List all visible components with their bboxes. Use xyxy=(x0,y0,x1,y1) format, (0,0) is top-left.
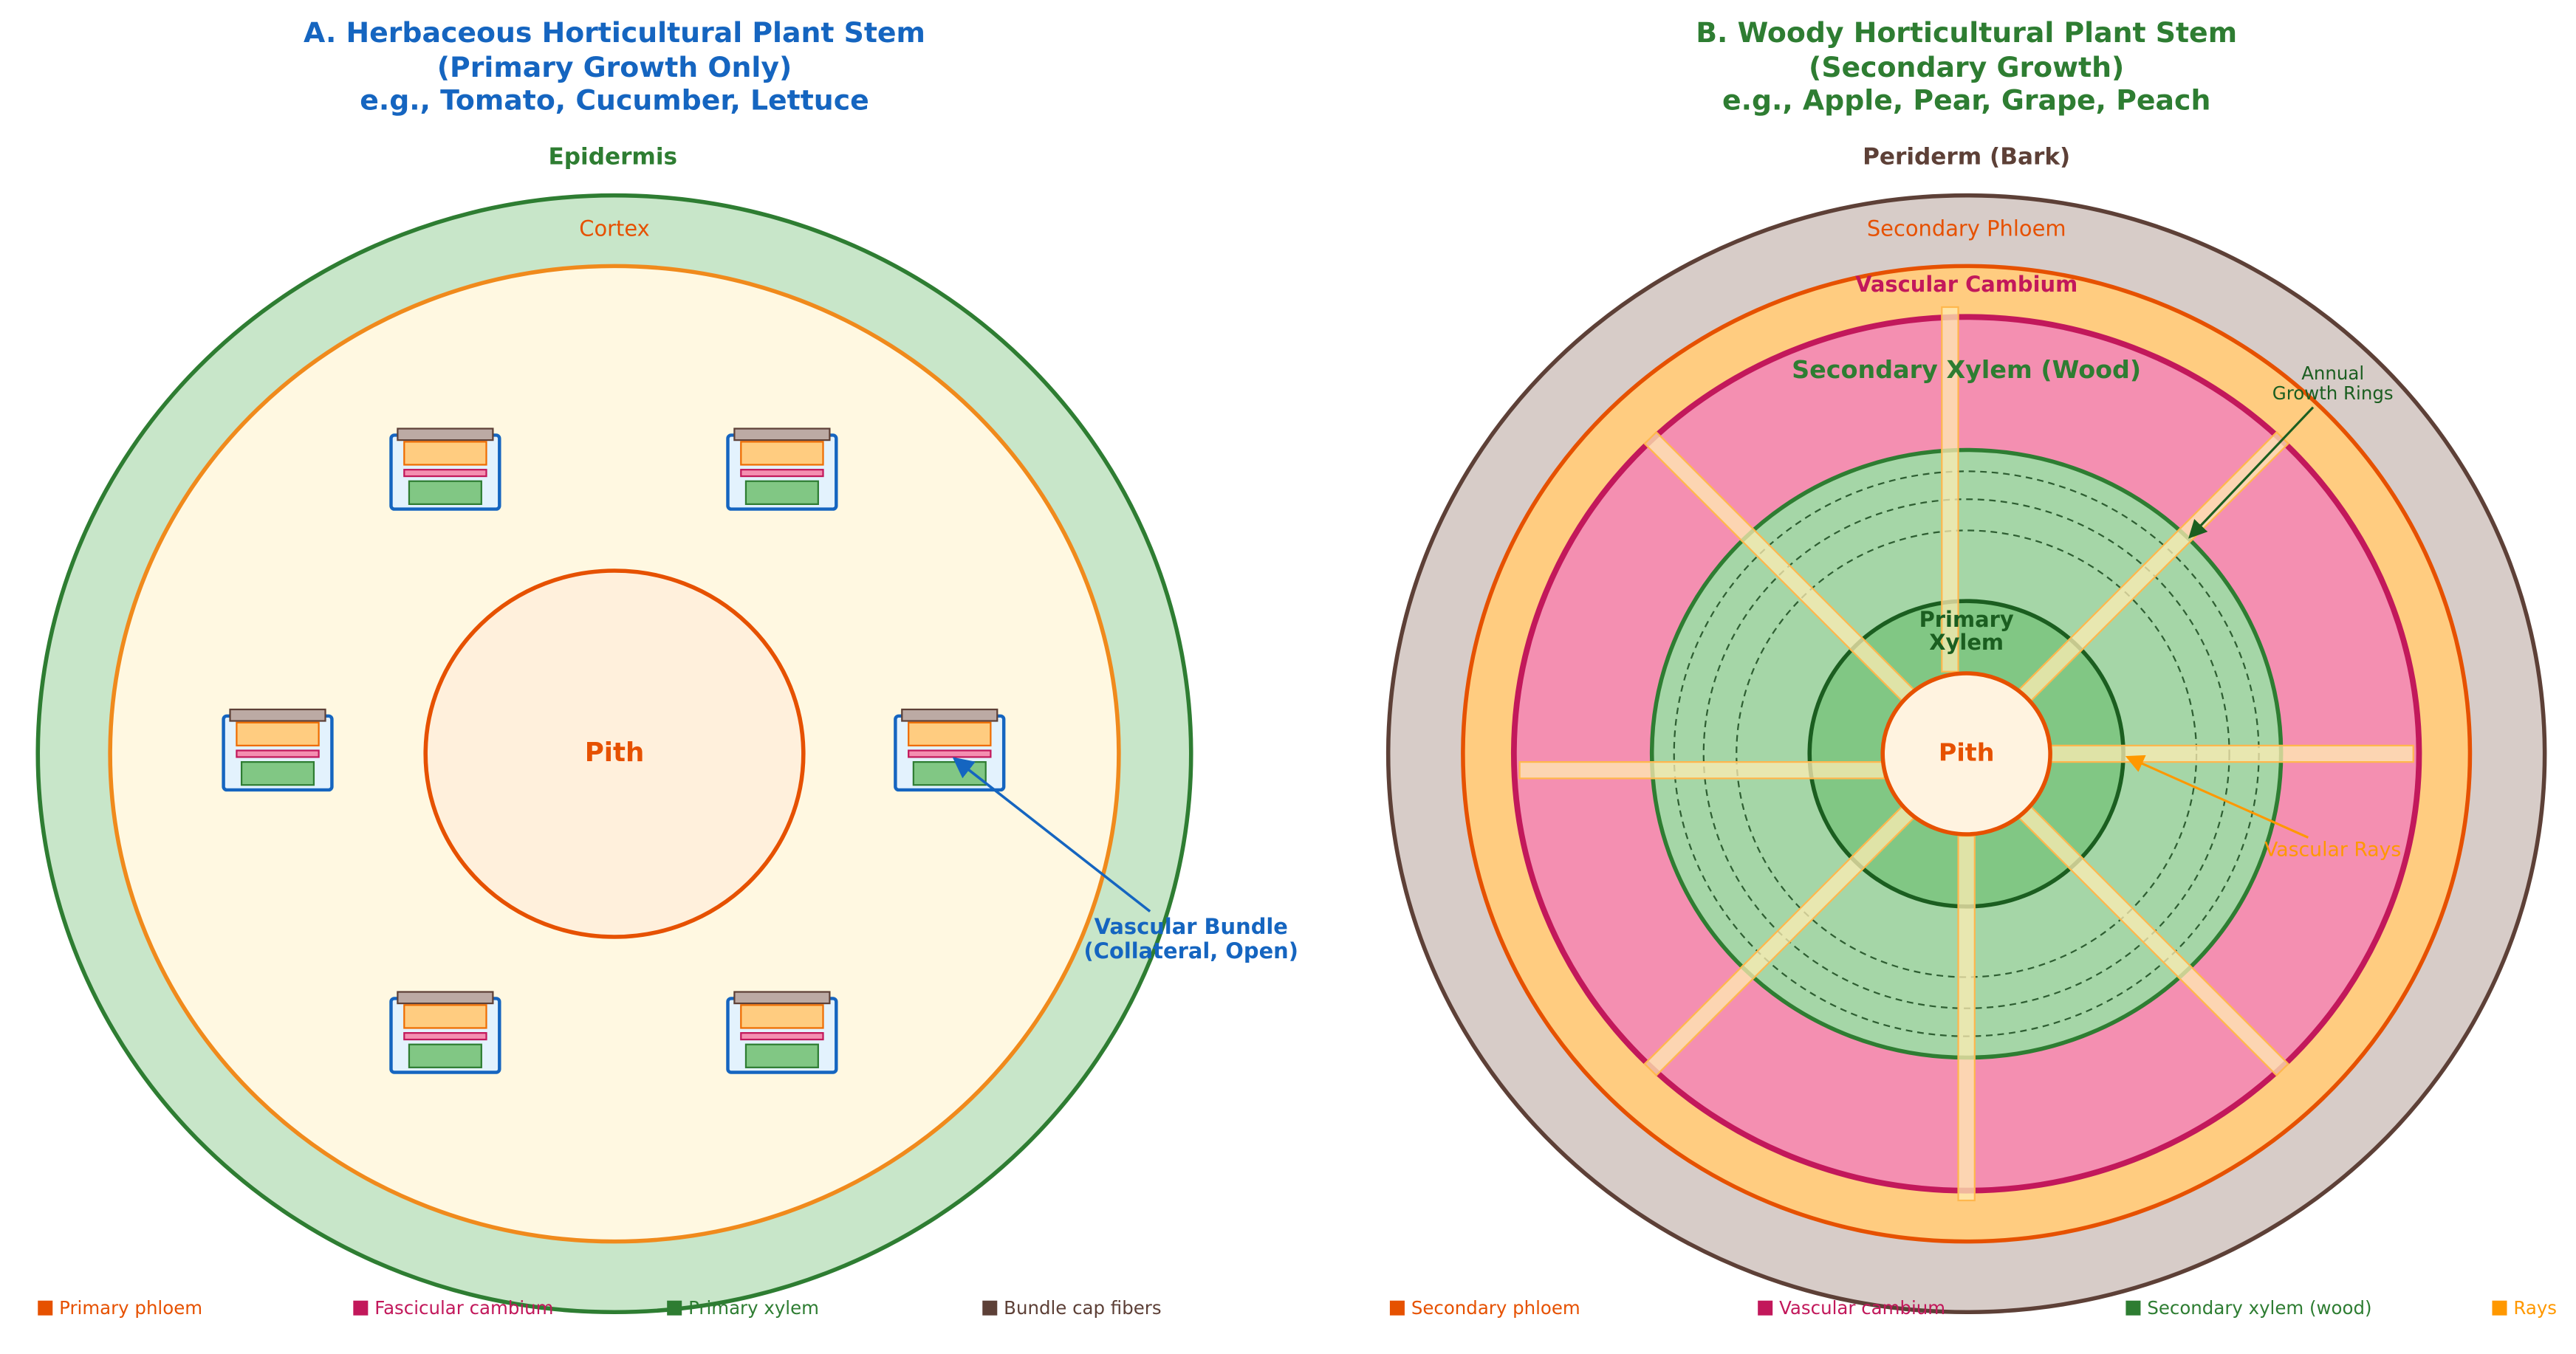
legend-label: Vascular cambium xyxy=(1779,1297,1945,1319)
cambium xyxy=(908,749,992,758)
ray xyxy=(1518,760,1885,780)
xylem xyxy=(240,760,315,786)
legend-label: Secondary xylem (wood) xyxy=(2147,1297,2371,1319)
xylem-label: Secondary Xylem (Wood) xyxy=(1792,355,2141,384)
legend-label: Rays xyxy=(2513,1297,2557,1319)
phloem xyxy=(403,441,487,466)
epidermis-label: Epidermis xyxy=(548,144,677,171)
vascular-bundle xyxy=(389,991,501,1074)
cortex-label: Cortex xyxy=(579,216,649,241)
ray xyxy=(1941,306,1959,673)
legend-swatch xyxy=(1758,1300,1773,1316)
primary-xylem-label: Xylem xyxy=(1929,630,2004,655)
phloem xyxy=(740,441,824,466)
rings-label: Annual xyxy=(2301,362,2364,384)
pith xyxy=(423,568,806,939)
phloem xyxy=(236,721,320,746)
vascular-bundle xyxy=(726,427,838,511)
xylem xyxy=(744,1043,819,1068)
panel-b: B. Woody Horticultural Plant Stem (Secon… xyxy=(1385,16,2547,1315)
cambium-label: Vascular Cambium xyxy=(1855,272,2077,297)
legend-label: Primary xylem xyxy=(688,1297,819,1319)
cap-fibers xyxy=(733,991,831,1005)
xylem xyxy=(408,1043,482,1068)
xylem xyxy=(744,480,819,505)
callout-arrow xyxy=(952,757,1151,913)
rays-arrow xyxy=(2125,755,2309,839)
title-line: e.g., Apple, Pear, Grape, Peach xyxy=(1722,83,2210,116)
phloem xyxy=(403,1004,487,1029)
legend-swatch xyxy=(667,1300,682,1316)
cambium xyxy=(740,469,824,478)
vascular-bundle xyxy=(389,427,501,511)
legend-swatch xyxy=(353,1300,369,1316)
cambium xyxy=(740,1032,824,1041)
periderm-label: Periderm (Bark) xyxy=(1863,144,2070,171)
rings-arrow xyxy=(2188,406,2315,539)
cap-fibers xyxy=(397,427,494,441)
cap-fibers xyxy=(397,991,494,1005)
phloem xyxy=(908,721,992,746)
legend-label: Primary phloem xyxy=(59,1297,202,1319)
title-line: A. Herbaceous Horticultural Plant Stem xyxy=(304,16,925,49)
pith xyxy=(1880,671,2052,836)
legend-swatch xyxy=(2125,1300,2141,1316)
vascular-bundle xyxy=(222,708,334,792)
title-line: B. Woody Horticultural Plant Stem xyxy=(1696,16,2237,49)
xylem xyxy=(408,480,482,505)
legend-swatch xyxy=(38,1300,53,1316)
legend-swatch xyxy=(1389,1300,1405,1316)
legend-label: Secondary phloem xyxy=(1411,1297,1580,1319)
rings-label: Growth Rings xyxy=(2272,382,2394,404)
legend-swatch xyxy=(2492,1300,2507,1316)
cambium xyxy=(403,469,487,478)
vascular-bundle xyxy=(726,991,838,1074)
legend-label: Bundle cap fibers xyxy=(1004,1297,1161,1319)
legend-label: Fascicular cambium xyxy=(374,1297,553,1319)
panel-a: A. Herbaceous Horticultural Plant Stem (… xyxy=(35,16,1298,1315)
legend: Primary phloem Fascicular cambium Primary … xyxy=(38,1297,2557,1319)
cap-fibers xyxy=(229,708,326,722)
title-line: e.g., Tomato, Cucumber, Lettuce xyxy=(360,83,869,116)
phloem-label: Secondary Phloem xyxy=(1867,216,2066,241)
phloem xyxy=(740,1004,824,1029)
bundles xyxy=(222,427,1006,1074)
vascular-bundle xyxy=(894,708,1006,792)
ray xyxy=(1957,835,1976,1202)
cambium xyxy=(403,1032,487,1041)
cambium xyxy=(236,749,320,758)
ray xyxy=(2047,744,2414,763)
rays-label: Vascular Rays xyxy=(2264,839,2401,862)
cap-fibers xyxy=(901,708,998,722)
title-line: (Primary Growth Only) xyxy=(437,51,792,83)
primary-xylem-label: Primary xyxy=(1919,607,2014,632)
legend-swatch xyxy=(982,1300,998,1316)
pith-label: Pith xyxy=(585,738,645,768)
title-line: (Secondary Growth) xyxy=(1809,51,2124,83)
cap-fibers xyxy=(733,427,831,441)
callout-label: Vascular Bundle xyxy=(1095,914,1288,939)
callout-label: (Collateral, Open) xyxy=(1084,938,1298,963)
pith-label: Pith xyxy=(1939,738,1995,766)
